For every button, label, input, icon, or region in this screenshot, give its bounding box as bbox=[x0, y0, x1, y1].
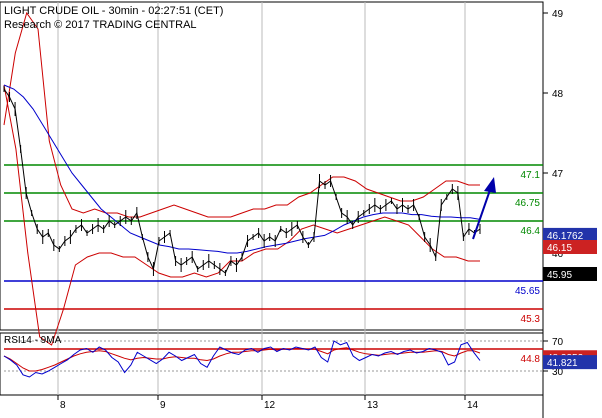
price-tag-label: 46.1762 bbox=[547, 231, 584, 242]
level-label: 44.8 bbox=[521, 354, 541, 365]
y-tick-label: 46 bbox=[552, 249, 564, 260]
y-tick-label: 47 bbox=[552, 169, 564, 180]
x-tick-label: 9 bbox=[160, 400, 166, 411]
chart-subtitle: Research © 2017 TRADING CENTRAL bbox=[4, 19, 197, 31]
level-label: 47.1 bbox=[521, 170, 541, 181]
moving-average bbox=[3, 84, 481, 254]
rsi-line bbox=[3, 340, 481, 378]
price-tag bbox=[543, 267, 597, 281]
forecast-arrow bbox=[472, 189, 491, 240]
x-tick-label: 14 bbox=[467, 400, 479, 411]
price-tag bbox=[543, 227, 597, 242]
level-label: 46.4 bbox=[521, 226, 541, 237]
price-tag bbox=[543, 240, 597, 254]
y-tick-label: 49 bbox=[552, 9, 564, 20]
x-tick-label: 13 bbox=[367, 400, 379, 411]
rsi-tick-label: 30 bbox=[552, 367, 564, 378]
rsi-title: RSI14 - 9MA bbox=[4, 335, 62, 346]
rsi-tag bbox=[543, 355, 597, 370]
rsi-tick-label: 70 bbox=[552, 337, 564, 348]
level-label: 45.65 bbox=[515, 286, 540, 297]
bollinger-upper bbox=[3, 11, 480, 218]
price-tag-label: 46.15 bbox=[547, 243, 572, 254]
chart-title: LIGHT CRUDE OIL - 30min - 02:27:51 (CET) bbox=[4, 5, 224, 17]
level-label: 45.3 bbox=[521, 314, 541, 325]
rsi-panel-frame bbox=[0, 332, 544, 396]
x-tick-label: 8 bbox=[60, 400, 66, 411]
level-label: 46.75 bbox=[515, 198, 540, 209]
y-tick-label: 48 bbox=[552, 89, 564, 100]
price-line bbox=[3, 88, 481, 274]
rsi-ma-line bbox=[3, 347, 481, 372]
x-tick-label: 12 bbox=[264, 400, 276, 411]
bollinger-lower bbox=[3, 84, 480, 346]
price-tag-label: 45.95 bbox=[547, 270, 572, 281]
rsi-tag-label: 41.821 bbox=[547, 358, 578, 369]
forecast-arrowhead bbox=[484, 177, 496, 193]
